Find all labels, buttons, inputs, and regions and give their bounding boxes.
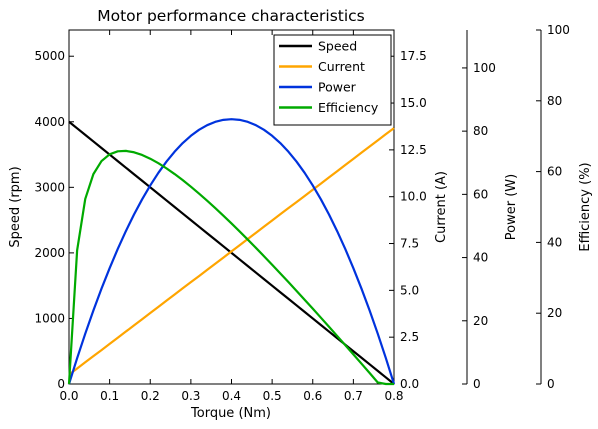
legend-label-speed: Speed (318, 39, 357, 54)
power-tick-label: 20 (473, 314, 488, 328)
current-tick-label: 12.5 (400, 143, 427, 157)
series-line-efficiency (67, 149, 394, 386)
legend-label-current: Current (318, 59, 365, 74)
x-tick-label: 0.6 (303, 389, 322, 403)
x-axis-label: Torque (Nm) (190, 406, 271, 421)
chart-title: Motor performance characteristics (97, 7, 365, 25)
series-line-current (68, 127, 395, 376)
current-tick-label: 7.5 (400, 237, 419, 251)
power-axis-label: Power (W) (504, 174, 519, 240)
efficiency-tick-label: 20 (547, 306, 562, 320)
speed-tick-label: 5000 (34, 49, 65, 63)
power-tick-label: 100 (473, 61, 496, 75)
speed-tick-label: 2000 (34, 246, 65, 260)
x-tick-label: 0.1 (100, 389, 119, 403)
efficiency-tick-label: 40 (547, 235, 562, 249)
speed-tick-label: 1000 (34, 311, 65, 325)
x-tick-label: 0.2 (141, 389, 160, 403)
current-tick-label: 17.5 (400, 49, 427, 63)
power-tick-label: 60 (473, 187, 488, 201)
efficiency-tick-label: 0 (547, 377, 555, 391)
efficiency-tick-label: 60 (547, 165, 562, 179)
x-tick-label: 0.5 (263, 389, 282, 403)
legend-box (273, 34, 392, 126)
series-line-power (67, 118, 396, 385)
power-tick-label: 40 (473, 251, 488, 265)
axes-layer: 0.0 0.1 0.2 0.3 0.4 0.5 0.6 0.7 0.80100020003000… (8, 23, 593, 403)
x-tick-label: 0.0 (59, 389, 78, 403)
speed-tick-label: 4000 (34, 115, 65, 129)
current-tick-label: 0.0 (400, 377, 419, 391)
current-tick-label: 5.0 (400, 283, 419, 297)
speed-tick-label: 0 (57, 377, 65, 391)
current-tick-label: 10.0 (400, 190, 427, 204)
current-tick-label: 2.5 (400, 330, 419, 344)
current-axis-label: Current (A) (434, 171, 449, 243)
x-tick-label: 0.7 (344, 389, 363, 403)
efficiency-tick-label: 80 (547, 94, 562, 108)
power-tick-label: 0 (473, 377, 481, 391)
speed-tick-label: 3000 (34, 180, 65, 194)
series-layer (67, 118, 396, 386)
efficiency-tick-label: 100 (547, 23, 570, 37)
x-tick-label: 0.4 (222, 389, 241, 403)
legend-label-power: Power (318, 80, 357, 95)
x-tick-label: 0.3 (181, 389, 200, 403)
power-tick-label: 80 (473, 124, 488, 138)
speed-axis-label: Speed (rpm) (8, 166, 23, 247)
x-tick-label: 0.8 (384, 389, 403, 403)
legend: Speed Current Power Efficiency (273, 34, 392, 126)
efficiency-axis-label: Efficiency (%) (578, 162, 593, 251)
legend-label-efficiency: Efficiency (318, 100, 379, 115)
current-tick-label: 15.0 (400, 96, 427, 110)
